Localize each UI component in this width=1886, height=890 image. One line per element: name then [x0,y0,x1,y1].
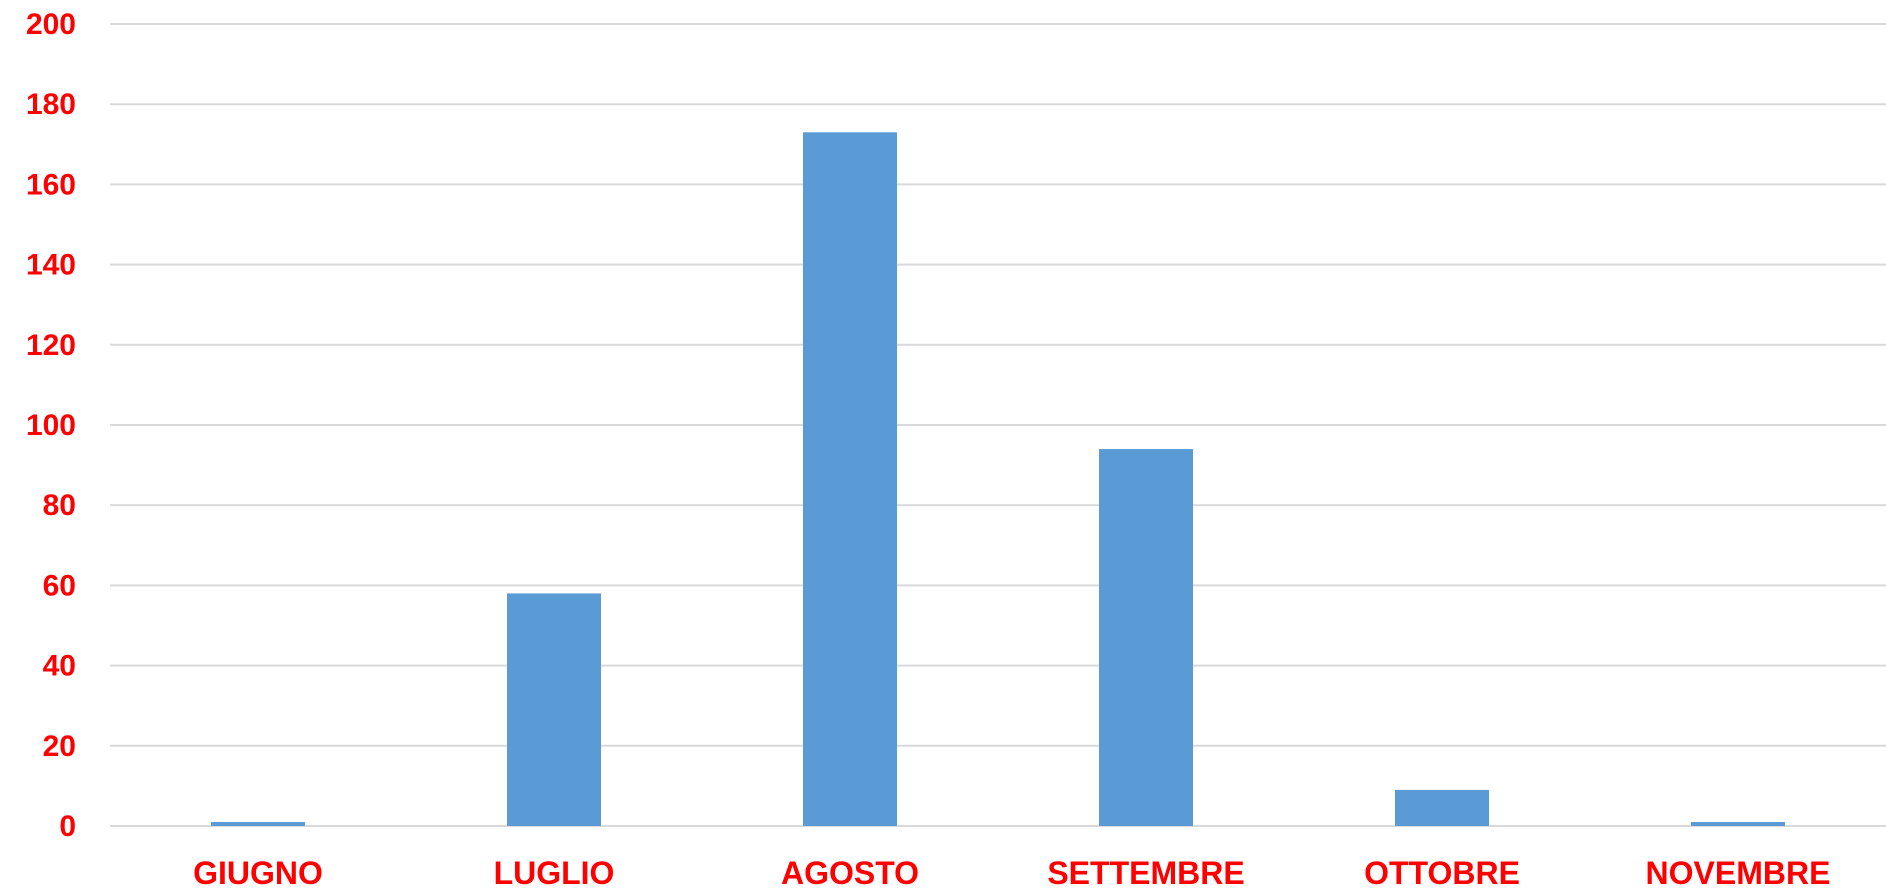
x-category-label: AGOSTO [781,855,919,890]
y-tick-label: 80 [43,489,76,522]
bar-luglio [507,593,601,826]
y-tick-label: 180 [26,88,76,121]
y-tick-label: 40 [43,650,76,683]
y-tick-label: 60 [43,569,76,602]
bar-agosto [803,132,897,826]
x-category-label: SETTEMBRE [1047,855,1244,890]
y-tick-label: 100 [26,409,76,442]
x-category-label: LUGLIO [494,855,615,890]
bar-giugno [211,821,305,826]
x-category-label: GIUGNO [193,855,323,890]
y-tick-label: 160 [26,168,76,201]
y-tick-label: 200 [26,8,76,41]
y-tick-label: 140 [26,249,76,282]
bar-settembre [1099,449,1193,826]
bar-ottobre [1395,789,1489,826]
y-axis-ticks: 0 20 40 60 80 100 120 140 160 180 200 [26,8,76,843]
x-category-label: NOVEMBRE [1646,855,1831,890]
bar-novembre [1691,821,1785,826]
x-category-label: OTTOBRE [1364,855,1520,890]
bars [211,132,1785,826]
y-tick-label: 20 [43,730,76,763]
y-tick-label: 120 [26,329,76,362]
x-axis-categories: GIUGNO LUGLIO AGOSTO SETTEMBRE OTTOBRE NOVEMB… [193,855,1830,890]
y-tick-label: 0 [59,810,76,843]
gridlines [110,23,1886,827]
